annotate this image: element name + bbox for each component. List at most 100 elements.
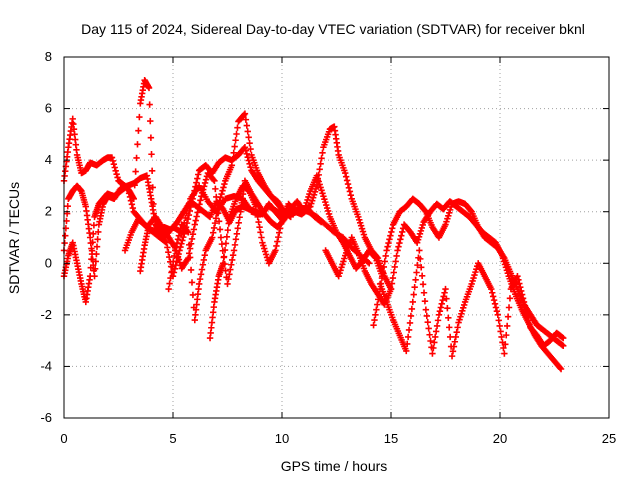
data-point bbox=[418, 264, 425, 271]
data-point bbox=[228, 261, 235, 268]
data-point bbox=[359, 228, 367, 235]
data-point bbox=[201, 179, 209, 187]
data-point bbox=[525, 317, 532, 324]
data-point bbox=[186, 245, 194, 252]
data-point bbox=[454, 324, 461, 331]
series-sat-h bbox=[322, 198, 565, 373]
data-point bbox=[324, 207, 332, 215]
data-point bbox=[501, 350, 508, 357]
data-point bbox=[173, 239, 181, 247]
data-point bbox=[442, 285, 449, 293]
data-point bbox=[451, 338, 459, 345]
data-point bbox=[220, 184, 227, 191]
data-point bbox=[222, 240, 230, 247]
y-axis-label: SDTVAR / TECUs bbox=[6, 182, 22, 294]
data-point bbox=[134, 141, 141, 148]
data-point bbox=[317, 160, 324, 168]
data-point bbox=[226, 271, 233, 278]
data-point bbox=[221, 246, 229, 254]
data-point bbox=[198, 266, 206, 273]
data-point bbox=[200, 186, 207, 193]
grid-lines bbox=[64, 57, 609, 418]
data-point bbox=[197, 271, 205, 278]
data-point bbox=[124, 182, 131, 190]
data-point bbox=[228, 162, 236, 169]
data-point bbox=[229, 251, 237, 259]
data-point bbox=[62, 232, 69, 239]
data-point bbox=[199, 261, 207, 268]
data-point bbox=[445, 212, 452, 219]
data-point bbox=[202, 176, 210, 183]
data-point bbox=[221, 180, 228, 188]
data-point bbox=[436, 307, 444, 315]
data-point bbox=[315, 171, 322, 179]
data-point bbox=[346, 188, 354, 195]
data-point bbox=[514, 272, 521, 280]
y-tick-label: 8 bbox=[45, 49, 52, 64]
data-point bbox=[193, 179, 200, 186]
data-point bbox=[425, 325, 432, 332]
data-point bbox=[88, 247, 96, 254]
data-point bbox=[198, 193, 205, 200]
data-point bbox=[109, 157, 117, 165]
data-point bbox=[64, 202, 71, 210]
data-point bbox=[261, 248, 269, 255]
data-point bbox=[212, 185, 219, 193]
data-point bbox=[90, 230, 97, 238]
data-point bbox=[254, 213, 261, 221]
data-point bbox=[191, 187, 198, 194]
data-point bbox=[184, 215, 192, 223]
data-point bbox=[414, 261, 421, 269]
x-tick-label: 25 bbox=[602, 431, 616, 446]
data-point bbox=[246, 160, 253, 168]
data-point bbox=[506, 295, 514, 302]
data-point bbox=[455, 319, 462, 326]
data-point bbox=[195, 280, 203, 288]
data-point bbox=[185, 241, 193, 249]
data-point bbox=[335, 272, 342, 280]
data-point bbox=[448, 352, 456, 360]
data-point bbox=[61, 239, 68, 247]
data-point bbox=[432, 333, 439, 341]
data-point bbox=[224, 226, 232, 234]
data-point bbox=[560, 342, 567, 349]
data-point bbox=[418, 272, 426, 280]
data-point bbox=[556, 364, 564, 372]
data-point bbox=[88, 256, 95, 263]
data-point bbox=[247, 163, 254, 171]
data-point bbox=[277, 220, 285, 228]
data-point bbox=[166, 253, 173, 261]
data-point bbox=[275, 229, 283, 236]
data-point bbox=[452, 333, 459, 341]
data-point bbox=[192, 217, 199, 224]
data-point bbox=[213, 210, 221, 217]
data-point bbox=[168, 269, 175, 276]
data-point bbox=[165, 285, 172, 293]
data-point bbox=[412, 276, 419, 284]
data-point bbox=[505, 304, 513, 311]
data-point bbox=[521, 302, 529, 309]
data-point bbox=[179, 237, 186, 244]
data-point bbox=[313, 182, 321, 190]
data-point bbox=[381, 258, 388, 265]
y-tick-label: 6 bbox=[45, 101, 52, 116]
data-point bbox=[317, 184, 324, 191]
data-point bbox=[441, 289, 448, 296]
data-point bbox=[373, 306, 380, 313]
data-point bbox=[171, 247, 179, 254]
data-point bbox=[180, 233, 187, 241]
data-point bbox=[443, 218, 450, 225]
data-point bbox=[315, 178, 322, 185]
data-point bbox=[371, 316, 378, 324]
data-point bbox=[255, 218, 262, 226]
series-sat-e bbox=[137, 169, 386, 288]
data-point bbox=[469, 277, 476, 285]
data-point bbox=[423, 312, 431, 320]
data-point bbox=[86, 234, 94, 241]
data-point bbox=[319, 190, 326, 197]
data-point bbox=[409, 298, 416, 306]
data-point bbox=[421, 298, 429, 305]
data-point bbox=[431, 339, 438, 346]
data-point bbox=[387, 232, 394, 239]
data-points bbox=[60, 77, 567, 373]
